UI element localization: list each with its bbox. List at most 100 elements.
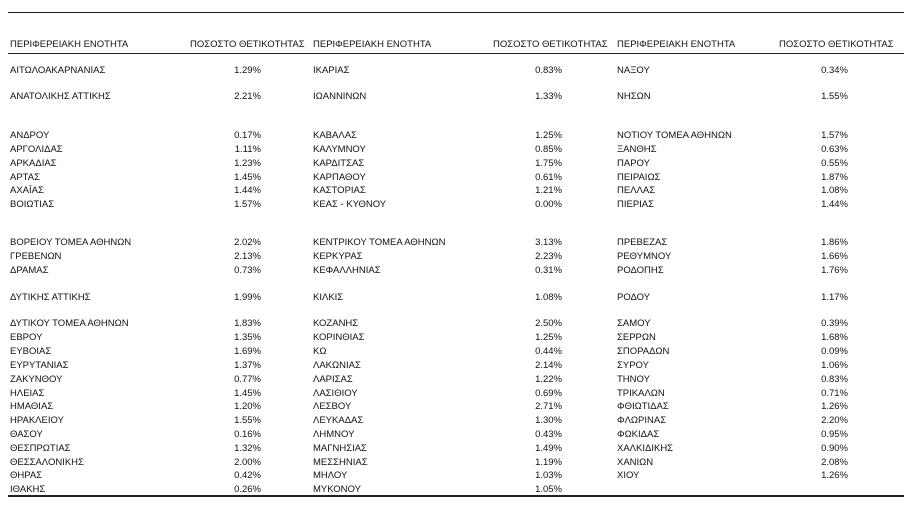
region-name: ΙΘΑΚΗΣ <box>10 484 46 495</box>
region-name: ΣΥΡΟΥ <box>617 360 649 371</box>
positivity-rate: 1.06% <box>821 360 848 371</box>
region-name: ΑΡΚΑΔΙΑΣ <box>10 158 57 169</box>
positivity-rate: 1.20% <box>234 401 261 412</box>
positivity-rate: 0.17% <box>234 130 261 141</box>
positivity-rate: 1.55% <box>821 91 848 102</box>
header-region: ΠΕΡΙΦΕΡΕΙΑΚΗ ΕΝΟΤΗΤΑ <box>313 39 432 50</box>
positivity-rate: 0.31% <box>535 265 562 276</box>
bottom-rule <box>8 495 904 497</box>
positivity-rate: 2.14% <box>535 360 562 371</box>
region-name: ΑΝΔΡΟΥ <box>10 130 50 141</box>
region-name: ΚΕΝΤΡΙΚΟΥ ΤΟΜΕΑ ΑΘΗΝΩΝ <box>313 237 446 248</box>
region-name: ΗΛΕΙΑΣ <box>10 388 45 399</box>
region-name: ΠΕΛΛΑΣ <box>617 185 656 196</box>
positivity-rate: 1.45% <box>234 388 261 399</box>
region-name: ΤΡΙΚΑΛΩΝ <box>617 388 665 399</box>
region-name: ΣΑΜΟΥ <box>617 318 651 329</box>
positivity-rate: 1.66% <box>821 251 848 262</box>
region-name: ΤΗΝΟΥ <box>617 374 650 385</box>
positivity-rate: 1.49% <box>535 443 562 454</box>
region-name: ΚΟΖΑΝΗΣ <box>313 318 359 329</box>
region-name: ΚΙΛΚΙΣ <box>313 292 344 303</box>
region-name: ΚΟΡΙΝΘΙΑΣ <box>313 332 365 343</box>
region-name: ΘΕΣΣΑΛΟΝΙΚΗΣ <box>10 457 84 468</box>
positivity-rate: 0.83% <box>535 65 562 76</box>
positivity-rate: 1.99% <box>234 292 261 303</box>
positivity-rate: 1.26% <box>821 470 848 481</box>
positivity-rate: 1.76% <box>821 265 848 276</box>
positivity-rate: 0.83% <box>821 374 848 385</box>
positivity-rate: 2.20% <box>821 415 848 426</box>
positivity-rate: 1.25% <box>535 130 562 141</box>
positivity-rate: 2.21% <box>234 91 261 102</box>
positivity-rate: 0.26% <box>234 484 261 495</box>
region-name: ΔΥΤΙΚΟΥ ΤΟΜΕΑ ΑΘΗΝΩΝ <box>10 318 129 329</box>
positivity-rate: 1.22% <box>535 374 562 385</box>
region-name: ΚΑΡΠΑΘΟΥ <box>313 172 366 183</box>
region-name: ΒΟΡΕΙΟΥ ΤΟΜΕΑ ΑΘΗΝΩΝ <box>10 237 132 248</box>
positivity-rate: 2.50% <box>535 318 562 329</box>
positivity-rate: 0.63% <box>821 144 848 155</box>
region-name: ΙΩΑΝΝΙΝΩΝ <box>313 91 367 102</box>
region-name: ΗΜΑΘΙΑΣ <box>10 401 54 412</box>
positivity-rate: 1.83% <box>234 318 261 329</box>
positivity-rate: 0.39% <box>821 318 848 329</box>
positivity-rate: 2.08% <box>821 457 848 468</box>
region-name: ΛΕΣΒΟΥ <box>313 401 352 412</box>
region-name: ΜΑΓΝΗΣΙΑΣ <box>313 443 367 454</box>
positivity-rate: 1.69% <box>234 346 261 357</box>
positivity-rate: 1.75% <box>535 158 562 169</box>
region-name: ΛΕΥΚΑΔΑΣ <box>313 415 364 426</box>
positivity-rate: 2.00% <box>234 457 261 468</box>
region-name: ΒΟΙΩΤΙΑΣ <box>10 199 55 210</box>
positivity-rate: 1.05% <box>535 484 562 495</box>
region-name: ΧΑΝΙΩΝ <box>617 457 654 468</box>
header-rate: ΠΟΣΟΣΤΟ ΘΕΤΙΚΟΤΗΤΑΣ <box>779 39 894 50</box>
region-name: ΝΟΤΙΟΥ ΤΟΜΕΑ ΑΘΗΝΩΝ <box>617 130 732 141</box>
positivity-rate: 1.33% <box>535 91 562 102</box>
region-name: ΕΥΒΟΙΑΣ <box>10 346 52 357</box>
region-name: ΛΑΚΩΝΙΑΣ <box>313 360 361 371</box>
header-rate: ΠΟΣΟΣΤΟ ΘΕΤΙΚΟΤΗΤΑΣ <box>493 39 608 50</box>
region-name: ΡΟΔΟΠΗΣ <box>617 265 664 276</box>
header-region: ΠΕΡΙΦΕΡΕΙΑΚΗ ΕΝΟΤΗΤΑ <box>10 39 129 50</box>
positivity-rate: 0.34% <box>821 65 848 76</box>
header-rule <box>8 53 904 54</box>
positivity-rate: 1.35% <box>234 332 261 343</box>
region-name: ΣΠΟΡΑΔΩΝ <box>617 346 670 357</box>
region-name: ΚΕΑΣ - ΚΥΘΝΟΥ <box>313 199 387 210</box>
positivity-rate: 1.21% <box>535 185 562 196</box>
positivity-rate: 0.71% <box>821 388 848 399</box>
region-name: ΠΙΕΡΙΑΣ <box>617 199 655 210</box>
positivity-rate: 0.73% <box>234 265 261 276</box>
region-name: ΑΡΓΟΛΙΔΑΣ <box>10 144 63 155</box>
region-name: ΙΚΑΡΙΑΣ <box>313 65 350 76</box>
region-name: ΑΙΤΩΛΟΑΚΑΡΝΑΝΙΑΣ <box>10 65 106 76</box>
header-rate: ΠΟΣΟΣΤΟ ΘΕΤΙΚΟΤΗΤΑΣ <box>190 39 305 50</box>
positivity-rate: 1.57% <box>234 199 261 210</box>
positivity-rate: 0.09% <box>821 346 848 357</box>
positivity-rate: 1.45% <box>234 172 261 183</box>
positivity-rate: 1.44% <box>234 185 261 196</box>
region-name: ΠΕΙΡΑΙΩΣ <box>617 172 661 183</box>
positivity-rate: 0.95% <box>821 429 848 440</box>
positivity-rate: 1.32% <box>234 443 261 454</box>
region-name: ΣΕΡΡΩΝ <box>617 332 656 343</box>
positivity-rate: 1.11% <box>234 144 261 155</box>
region-name: ΖΑΚΥΝΘΟΥ <box>10 374 63 385</box>
positivity-rate: 0.43% <box>535 429 562 440</box>
positivity-rate: 1.44% <box>821 199 848 210</box>
region-name: ΑΝΑΤΟΛΙΚΗΣ ΑΤΤΙΚΗΣ <box>10 91 111 102</box>
region-name: ΔΡΑΜΑΣ <box>10 265 49 276</box>
region-name: ΕΒΡΟΥ <box>10 332 43 343</box>
region-name: ΞΑΝΘΗΣ <box>617 144 657 155</box>
region-name: ΔΥΤΙΚΗΣ ΑΤΤΙΚΗΣ <box>10 292 91 303</box>
region-name: ΜΗΛΟΥ <box>313 470 348 481</box>
positivity-rate: 2.13% <box>234 251 261 262</box>
positivity-rate: 1.30% <box>535 415 562 426</box>
positivity-rate: 0.77% <box>234 374 261 385</box>
region-name: ΚΕΦΑΛΛΗΝΙΑΣ <box>313 265 381 276</box>
region-name: ΑΡΤΑΣ <box>10 172 40 183</box>
positivity-rate: 1.29% <box>234 65 261 76</box>
